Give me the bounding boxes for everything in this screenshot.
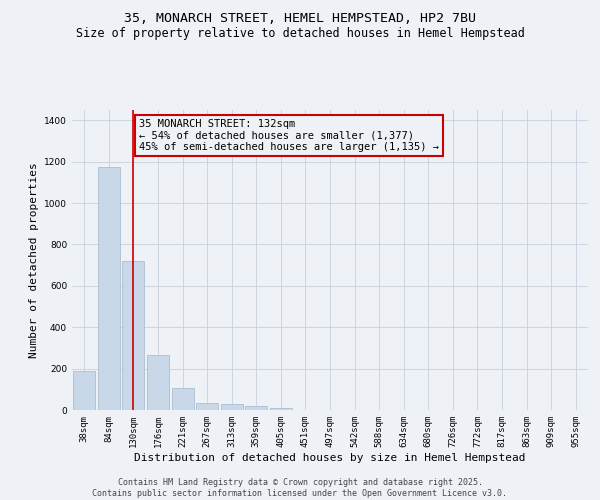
Bar — [122, 261, 145, 410]
Bar — [98, 167, 120, 410]
Bar — [73, 370, 95, 410]
Text: 35 MONARCH STREET: 132sqm
← 54% of detached houses are smaller (1,377)
45% of se: 35 MONARCH STREET: 132sqm ← 54% of detac… — [139, 119, 439, 152]
Text: 35, MONARCH STREET, HEMEL HEMPSTEAD, HP2 7BU: 35, MONARCH STREET, HEMEL HEMPSTEAD, HP2… — [124, 12, 476, 26]
Bar — [245, 406, 268, 410]
Text: Contains HM Land Registry data © Crown copyright and database right 2025.
Contai: Contains HM Land Registry data © Crown c… — [92, 478, 508, 498]
Y-axis label: Number of detached properties: Number of detached properties — [29, 162, 38, 358]
Text: Size of property relative to detached houses in Hemel Hempstead: Size of property relative to detached ho… — [76, 28, 524, 40]
Bar — [196, 403, 218, 410]
Bar — [270, 408, 292, 410]
Bar — [221, 404, 243, 410]
Bar — [172, 388, 194, 410]
X-axis label: Distribution of detached houses by size in Hemel Hempstead: Distribution of detached houses by size … — [134, 452, 526, 462]
Bar — [147, 355, 169, 410]
